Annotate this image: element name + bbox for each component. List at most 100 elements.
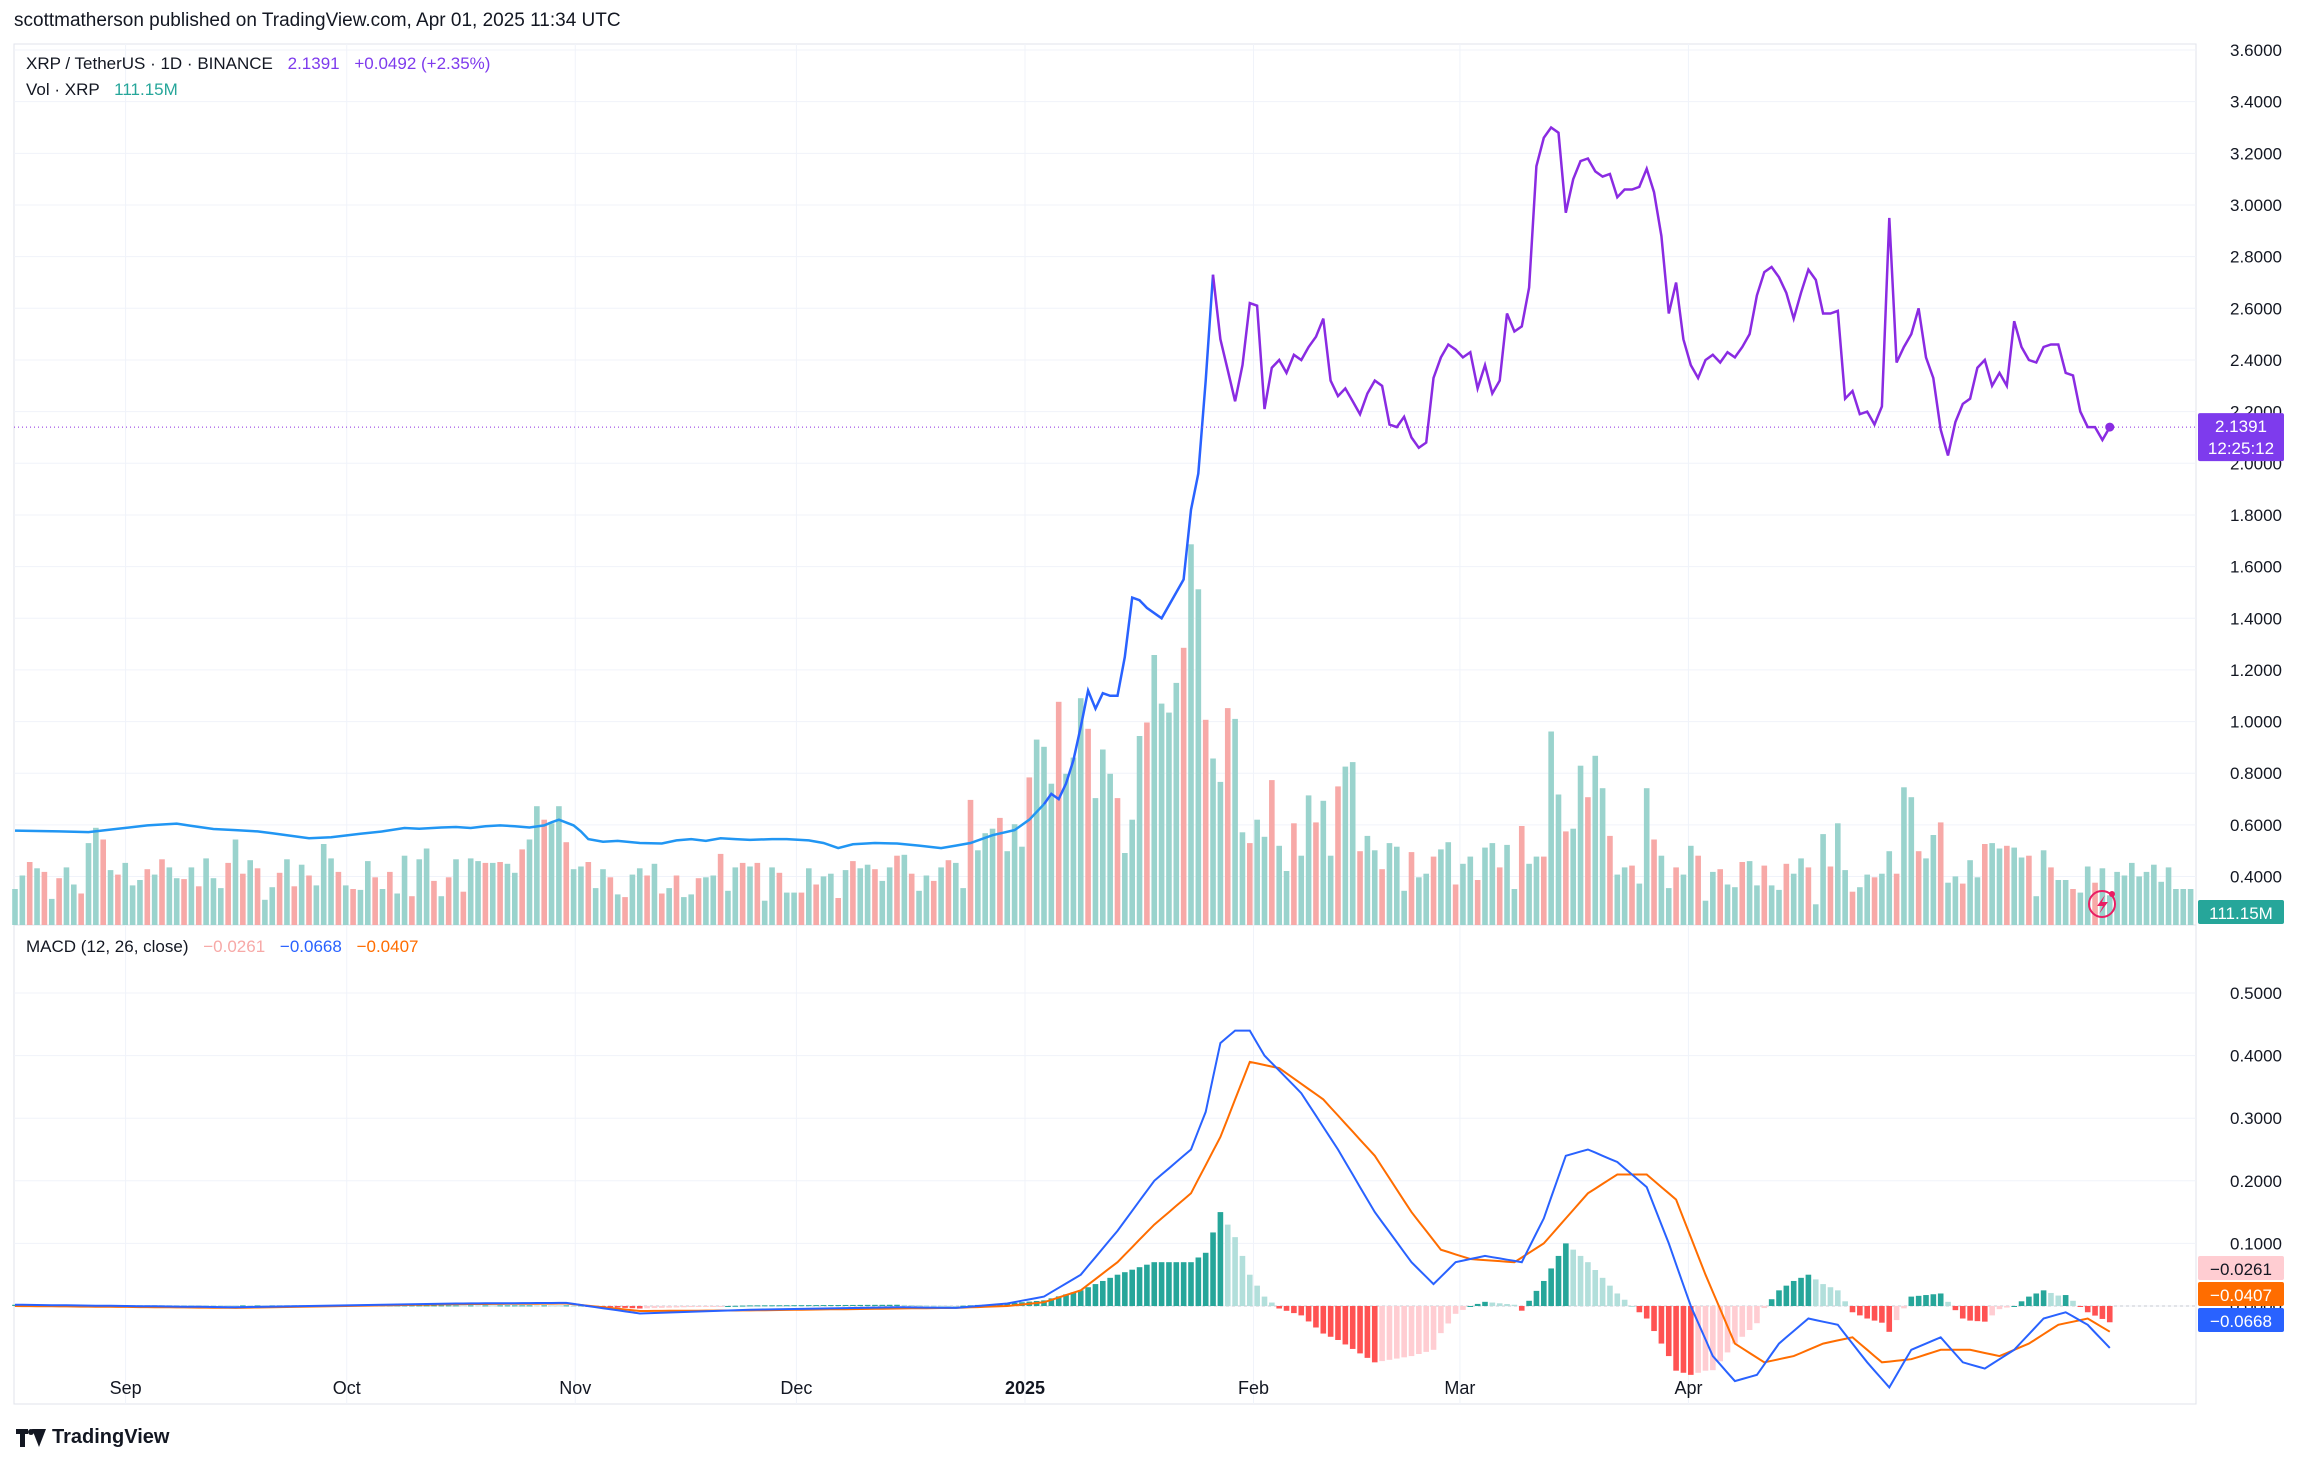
volume-bar: [916, 890, 922, 925]
volume-bar: [1430, 856, 1437, 925]
macd-hist-bar: [548, 1305, 555, 1307]
volume-bar: [997, 817, 1003, 925]
macd-hist-bar: [1107, 1277, 1113, 1306]
macd-hist-bar: [512, 1305, 518, 1307]
macd-hist-bar: [2026, 1296, 2032, 1306]
volume-bar: [673, 875, 680, 925]
volume-bar: [1136, 736, 1143, 925]
volume-bar: [1636, 883, 1643, 925]
macd-hist-bar: [835, 1304, 841, 1306]
volume-bar: [629, 874, 636, 925]
macd-hist-bar: [828, 1305, 834, 1307]
volume-bar: [26, 862, 33, 925]
macd-hist-bar: [607, 1306, 614, 1308]
macd-hist-bar: [923, 1305, 930, 1307]
macd-hist-bar: [1982, 1306, 1988, 1322]
volume-bar: [1357, 851, 1363, 925]
macd-hist-bar: [1592, 1270, 1599, 1306]
macd-hist-bar: [2033, 1293, 2040, 1306]
volume-bar: [335, 871, 342, 925]
volume-bar: [570, 869, 577, 925]
alert-lightning-icon[interactable]: [2088, 890, 2116, 918]
volume-bar: [548, 823, 555, 925]
volume-bar: [512, 872, 518, 925]
macd-hist-bar: [2018, 1301, 2025, 1306]
volume-bar: [1195, 589, 1202, 925]
volume-bar: [1937, 822, 1944, 925]
volume-bar: [1011, 824, 1018, 925]
macd-hist-bar: [1673, 1306, 1679, 1371]
volume-bar: [1004, 851, 1011, 925]
volume-bar: [1930, 835, 1937, 925]
macd-hist-bar: [1474, 1303, 1481, 1306]
volume-bar: [1842, 870, 1848, 925]
volume-bar: [710, 875, 717, 925]
volume-bar: [1394, 846, 1400, 925]
volume-bar: [2114, 871, 2120, 925]
macd-hist-bar: [1937, 1293, 1944, 1306]
macd-hist-bar: [1482, 1301, 1488, 1306]
macd-hist-bar: [908, 1305, 915, 1307]
macd-hist-bar: [467, 1305, 474, 1307]
macd-hist-bar: [1651, 1306, 1657, 1332]
volume-bar: [761, 900, 768, 925]
macd-hist-bar: [651, 1306, 658, 1309]
volume-bar: [1827, 866, 1834, 925]
volume-bar: [1386, 843, 1393, 925]
volume-bar: [2187, 889, 2194, 925]
macd-signal-value: −0.0407: [356, 937, 419, 956]
tradingview-footer[interactable]: TradingView: [16, 1426, 169, 1449]
macd-hist-bar: [636, 1306, 643, 1309]
macd-tick-label: 0.3000: [2230, 1109, 2282, 1128]
volume-bar: [585, 862, 592, 925]
macd-hist-bar: [842, 1304, 849, 1306]
macd-hist-bar: [938, 1305, 944, 1307]
macd-hist-bar: [1893, 1306, 1900, 1321]
volume-bar: [409, 896, 415, 925]
macd-hist-bar: [1077, 1290, 1084, 1306]
macd-hist-bar: [247, 1305, 253, 1307]
macd-hist-bar: [1313, 1306, 1319, 1328]
macd-line-value: −0.0668: [279, 937, 342, 956]
macd-hist-bar: [489, 1305, 496, 1307]
volume-bar: [2136, 876, 2142, 925]
price-tick-label: 3.4000: [2230, 93, 2282, 112]
macd-hist-bar: [1879, 1306, 1885, 1323]
volume-bar: [1585, 797, 1591, 925]
volume-bar: [262, 899, 268, 925]
volume-bar: [578, 866, 584, 925]
last-price-badge-text: 2.1391: [2215, 417, 2267, 436]
symbol-label: XRP / TetherUS · 1D · BINANCE: [26, 54, 273, 73]
macd-hist-bar: [2084, 1306, 2091, 1313]
volume-bar: [776, 872, 783, 925]
volume-bar: [2084, 866, 2091, 925]
macd-hist-bar: [1276, 1306, 1282, 1309]
volume-bar: [1055, 701, 1062, 925]
volume-bar: [938, 867, 944, 925]
time-axis: Sep Oct Nov Dec 2025 Feb Mar Apr: [110, 44, 1702, 1404]
volume-bar: [2165, 867, 2172, 925]
volume-bar: [1254, 819, 1260, 925]
volume-bar: [1180, 647, 1187, 925]
macd-hist-bar: [1144, 1264, 1150, 1306]
volume-bar: [1982, 844, 1988, 925]
volume-bar: [181, 879, 187, 925]
volume-bar: [1864, 874, 1870, 925]
macd-tick-label: 0.5000: [2230, 984, 2282, 1003]
volume-bar: [1952, 876, 1959, 925]
macd-hist-bar: [2055, 1295, 2062, 1306]
macd-hist-bar: [1195, 1257, 1202, 1306]
macd-hist-bar: [930, 1305, 937, 1307]
volume-bar: [166, 867, 173, 925]
volume-bar: [1555, 794, 1562, 925]
price-tick-label: 1.4000: [2230, 609, 2282, 628]
volume-bar: [78, 893, 84, 925]
macd-hist-bar: [1959, 1306, 1966, 1319]
volume-bar: [1577, 765, 1584, 925]
volume-bar: [188, 867, 195, 925]
macd-hist-bar: [1364, 1306, 1371, 1358]
macd-signal-badge: −0.0407: [2198, 1282, 2284, 1306]
macd-hist-bar: [1408, 1306, 1415, 1357]
macd-hist-bar: [747, 1305, 753, 1307]
